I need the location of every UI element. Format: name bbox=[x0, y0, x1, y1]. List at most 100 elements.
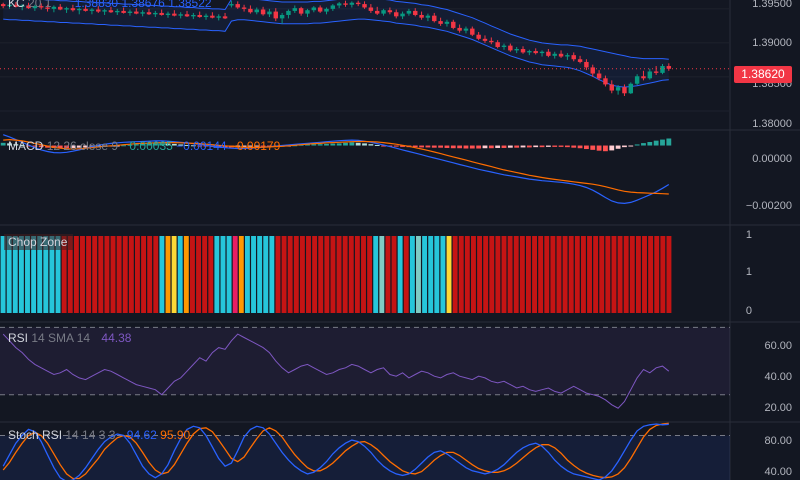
stoch-k-value: 94.62 bbox=[126, 428, 157, 442]
chop-zone-bar bbox=[574, 236, 580, 313]
stoch-legend[interactable]: Stoch RSI 14 14 3 3 94.62 95.90 bbox=[8, 428, 190, 442]
macd-histogram-bar bbox=[83, 145, 88, 148]
candle-body bbox=[527, 51, 532, 53]
kc-legend-params: 20 1 bbox=[28, 0, 52, 10]
kc-upper-value: 1.38830 bbox=[74, 0, 119, 10]
price-tick: 1.39000 bbox=[752, 37, 792, 49]
stoch-legend-title: Stoch RSI bbox=[8, 428, 63, 442]
macd-tick: −0.00200 bbox=[745, 200, 792, 212]
chop-zone-bar bbox=[37, 236, 43, 313]
chop-legend[interactable]: Chop Zone bbox=[4, 234, 74, 250]
macd-histogram-bar bbox=[526, 145, 532, 148]
chop-zone-bar bbox=[183, 236, 189, 313]
macd-histogram-bar bbox=[190, 145, 196, 147]
chop-zone-bar bbox=[55, 236, 61, 313]
kc-band-fill bbox=[3, 0, 669, 88]
candle-body bbox=[241, 7, 247, 9]
candle-body bbox=[336, 3, 342, 6]
macd-histogram-bar bbox=[254, 145, 260, 147]
candle-body bbox=[32, 6, 38, 9]
candle-body bbox=[457, 27, 462, 31]
macd-histogram-bar bbox=[482, 145, 488, 149]
chop-zone-bar bbox=[409, 236, 415, 313]
macd-histogram-bar bbox=[355, 142, 361, 146]
candle-body bbox=[577, 59, 583, 62]
macd-histogram-bar bbox=[584, 145, 589, 150]
macd-histogram-bar bbox=[197, 145, 203, 147]
macd-histogram-bar bbox=[501, 145, 507, 148]
macd-histogram-bar bbox=[596, 145, 602, 151]
candle-body bbox=[210, 15, 215, 18]
candle-body bbox=[222, 16, 228, 19]
chop-zone-bar bbox=[116, 236, 122, 313]
macd-histogram-bar bbox=[184, 144, 190, 146]
chop-zone-bar bbox=[635, 236, 641, 313]
macd-histogram-bar bbox=[507, 145, 513, 148]
candle-body bbox=[514, 49, 519, 51]
candle-body bbox=[546, 51, 551, 56]
candle-body bbox=[622, 87, 627, 94]
macd-legend[interactable]: MACD 12 26 close 9 0.00035 −0.00144 −0.0… bbox=[8, 139, 280, 153]
macd-histogram-bar bbox=[0, 142, 6, 146]
candle-body bbox=[565, 55, 570, 57]
candle-body bbox=[279, 14, 285, 19]
chop-zone-bar bbox=[385, 236, 391, 313]
chop-zone-bar bbox=[660, 236, 666, 313]
chop-zone-bar bbox=[0, 236, 6, 313]
candle-body bbox=[254, 9, 259, 13]
macd-histogram-bar bbox=[647, 142, 653, 146]
chop-zone-bar bbox=[324, 236, 330, 313]
macd-histogram-bar bbox=[7, 143, 12, 146]
candle-body bbox=[184, 14, 190, 17]
candle-body bbox=[134, 11, 139, 14]
candle-body bbox=[267, 11, 272, 15]
candle-body bbox=[317, 7, 323, 12]
candle-body bbox=[248, 8, 253, 13]
chop-zone-bar bbox=[171, 236, 177, 313]
macd-histogram-bar bbox=[32, 145, 38, 147]
candle-body bbox=[501, 45, 507, 47]
rsi-tick: 40.00 bbox=[764, 371, 792, 383]
macd-histogram-bar bbox=[152, 143, 158, 146]
macd-histogram-bar bbox=[622, 145, 627, 148]
macd-histogram-bar bbox=[590, 145, 596, 150]
candle-body bbox=[273, 11, 278, 19]
chop-zone-bar bbox=[330, 236, 336, 313]
candle-body bbox=[470, 28, 475, 35]
macd-histogram-bar bbox=[533, 145, 539, 148]
macd-histogram-bar bbox=[171, 143, 177, 146]
chop-zone-bar bbox=[580, 236, 586, 313]
macd-histogram-bar bbox=[425, 145, 431, 148]
rsi-value: 44.38 bbox=[101, 331, 132, 345]
candle-body bbox=[584, 61, 589, 68]
candle-body bbox=[146, 12, 152, 15]
macd-histogram-bar bbox=[431, 145, 437, 148]
chop-zone-bar bbox=[257, 236, 263, 313]
stoch-tick: 80.00 bbox=[764, 435, 792, 447]
candle-body bbox=[628, 83, 634, 94]
chop-zone-bar bbox=[519, 236, 525, 313]
chop-zone-bar bbox=[379, 236, 385, 313]
macd-histogram-bar bbox=[393, 145, 399, 147]
chop-zone-bar bbox=[544, 236, 550, 313]
candle-body bbox=[108, 10, 114, 13]
candle-body bbox=[463, 28, 469, 31]
chop-zone-bar bbox=[141, 236, 147, 313]
macd-histogram-bar bbox=[488, 145, 494, 149]
candle-body bbox=[38, 6, 44, 8]
chop-zone-bar bbox=[208, 236, 214, 313]
kc-basis-value: 1.38676 bbox=[121, 0, 165, 10]
macd-histogram-bar bbox=[121, 145, 127, 147]
chop-zone-bar bbox=[73, 236, 79, 313]
candle-body bbox=[96, 9, 101, 12]
macd-histogram-bar bbox=[641, 143, 646, 146]
stoch-band bbox=[0, 435, 730, 480]
candle-body bbox=[539, 51, 545, 54]
chop-zone-bar bbox=[611, 236, 617, 313]
chop-zone-bar bbox=[525, 236, 531, 313]
kc-legend[interactable]: KC 20 1 1.38830 1.38676 1.38522 bbox=[8, 0, 212, 10]
macd-histogram-bar bbox=[241, 145, 247, 147]
rsi-legend[interactable]: RSI 14 SMA 14 44.38 bbox=[8, 331, 131, 345]
candle-body bbox=[153, 12, 158, 15]
